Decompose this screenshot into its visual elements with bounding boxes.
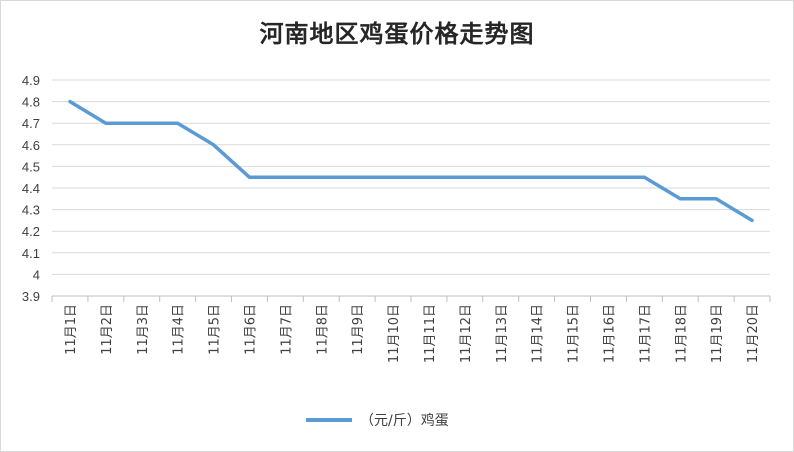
x-axis — [51, 295, 771, 302]
x-tick-label: 11月2日 — [100, 304, 115, 355]
x-tick-label: 11月5日 — [208, 304, 223, 355]
x-tick-label: 11月9日 — [351, 304, 366, 355]
x-tick-label: 11月14日 — [531, 304, 546, 363]
y-tick-label: 4 — [33, 267, 40, 282]
x-tick-label: 11月15日 — [567, 304, 582, 363]
legend: （元/斤）鸡蛋 — [306, 410, 449, 430]
x-tick-label: 11月6日 — [243, 304, 258, 355]
x-tick-label: 11月18日 — [674, 304, 689, 363]
x-tick-label: 11月4日 — [172, 304, 187, 355]
x-tick-label: 11月3日 — [136, 304, 151, 355]
y-tick-label: 4.5 — [22, 159, 40, 174]
x-tick-label: 11月1日 — [64, 304, 79, 355]
x-tick-label: 11月10日 — [387, 304, 402, 363]
gridlines — [52, 79, 770, 275]
x-tick-label: 11月11日 — [423, 304, 438, 363]
chart-title: 河南地区鸡蛋价格走势图 — [259, 19, 535, 48]
x-tick-label: 11月12日 — [459, 304, 474, 363]
legend-swatch — [306, 418, 352, 422]
series-layer — [68, 99, 754, 223]
y-tick-label: 4.7 — [22, 116, 40, 131]
y-tick-label: 4.1 — [22, 246, 40, 261]
x-axis-ticks: 11月1日 11月2日 11月3日 11月4日 11月5日 11月6日 11月7日 11月8日… — [64, 304, 761, 363]
x-tick-label: 11月17日 — [638, 304, 653, 363]
y-tick-label: 4.6 — [22, 138, 40, 153]
y-tick-label: 4.9 — [22, 73, 40, 88]
x-tick-label: 11月8日 — [315, 304, 330, 355]
x-tick-label: 11月20日 — [746, 304, 761, 363]
y-tick-label: 3.9 — [22, 289, 40, 304]
x-tick-label: 11月13日 — [495, 304, 510, 363]
y-tick-label: 4.3 — [22, 203, 40, 218]
x-tick-label: 11月7日 — [279, 304, 294, 355]
x-tick-label: 11月16日 — [602, 304, 617, 363]
legend-label: （元/斤）鸡蛋 — [360, 413, 449, 429]
y-axis-ticks: 3.9 4 4.1 4.2 4.3 4.4 4.5 4.6 4.7 4.8 4.9 — [22, 73, 40, 304]
y-tick-label: 4.8 — [22, 95, 40, 110]
series-line — [68, 99, 754, 223]
x-tick-label: 11月19日 — [710, 304, 725, 363]
y-tick-label: 4.4 — [22, 181, 40, 196]
y-tick-label: 4.2 — [22, 224, 40, 239]
